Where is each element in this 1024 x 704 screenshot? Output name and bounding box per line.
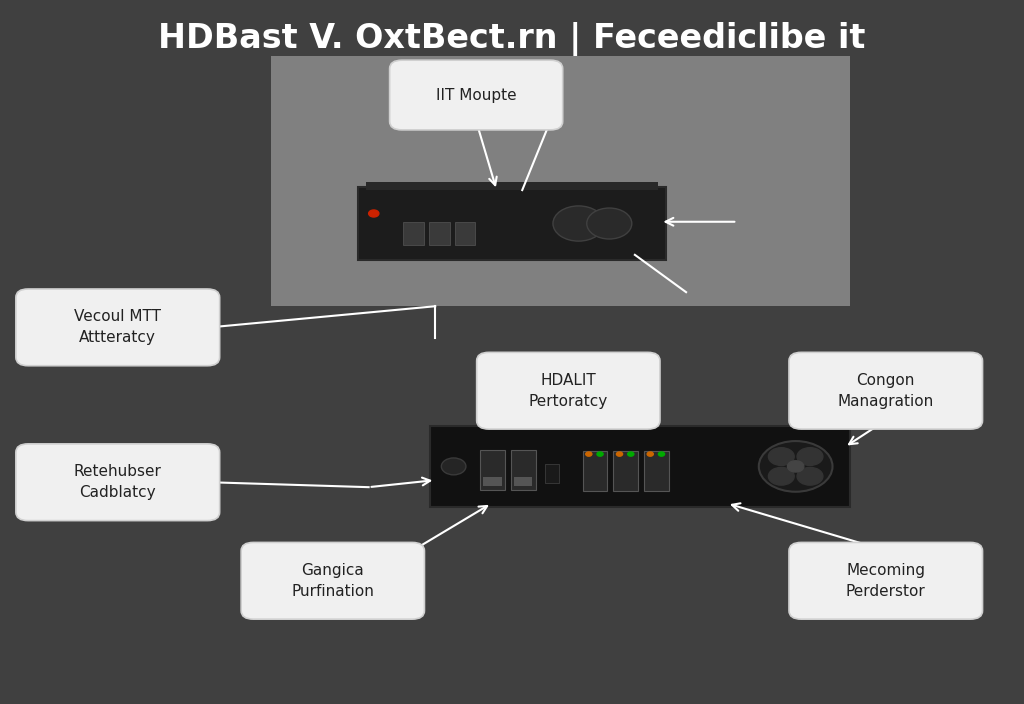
FancyBboxPatch shape [644, 451, 669, 491]
FancyBboxPatch shape [16, 289, 219, 365]
FancyBboxPatch shape [788, 352, 983, 429]
Circle shape [797, 448, 823, 465]
Text: IIT Moupte: IIT Moupte [436, 87, 516, 103]
Text: HDBast V. OxtBect.rn | Feceediclibe it: HDBast V. OxtBect.rn | Feceediclibe it [159, 22, 865, 56]
Circle shape [369, 210, 379, 217]
Circle shape [586, 452, 592, 456]
FancyBboxPatch shape [430, 426, 850, 507]
Circle shape [759, 441, 833, 491]
Circle shape [587, 208, 632, 239]
Text: Congon
Managration: Congon Managration [838, 372, 934, 409]
FancyBboxPatch shape [16, 444, 219, 521]
Text: HDALIT
Pertoratcy: HDALIT Pertoratcy [528, 372, 608, 409]
FancyBboxPatch shape [358, 187, 666, 260]
FancyBboxPatch shape [477, 352, 660, 429]
FancyBboxPatch shape [242, 542, 424, 620]
Circle shape [797, 467, 823, 485]
FancyBboxPatch shape [545, 464, 559, 483]
Circle shape [616, 452, 623, 456]
FancyBboxPatch shape [613, 451, 638, 491]
FancyBboxPatch shape [271, 56, 850, 306]
Circle shape [441, 458, 466, 475]
FancyBboxPatch shape [455, 222, 475, 245]
Text: Retehubser
Cadblatcy: Retehubser Cadblatcy [74, 464, 162, 501]
FancyBboxPatch shape [583, 451, 607, 491]
Circle shape [628, 452, 634, 456]
Circle shape [658, 452, 665, 456]
Circle shape [597, 452, 603, 456]
Circle shape [768, 467, 795, 485]
FancyBboxPatch shape [480, 450, 505, 490]
FancyBboxPatch shape [366, 182, 658, 190]
FancyBboxPatch shape [483, 477, 502, 486]
FancyBboxPatch shape [403, 222, 424, 245]
Circle shape [553, 206, 604, 241]
Circle shape [787, 461, 804, 472]
Text: Gangica
Purfination: Gangica Purfination [292, 562, 374, 599]
FancyBboxPatch shape [788, 542, 983, 620]
FancyBboxPatch shape [389, 61, 563, 130]
Text: Vecoul MTT
Attteratcy: Vecoul MTT Attteratcy [75, 309, 161, 346]
FancyBboxPatch shape [511, 450, 536, 490]
FancyBboxPatch shape [514, 477, 532, 486]
Text: Mecoming
Perderstor: Mecoming Perderstor [846, 562, 926, 599]
FancyBboxPatch shape [429, 222, 450, 245]
Circle shape [768, 448, 795, 465]
Circle shape [647, 452, 653, 456]
